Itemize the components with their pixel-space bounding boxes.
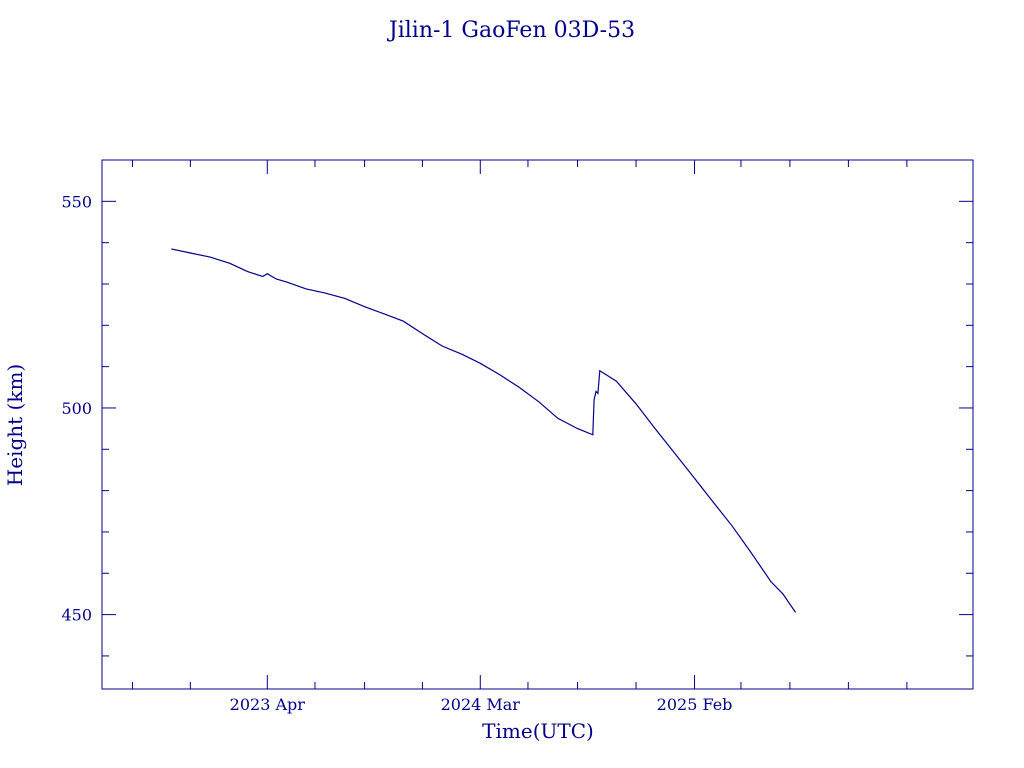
x-axis-label: Time(UTC) — [482, 719, 594, 743]
y-tick-label: 500 — [61, 399, 92, 418]
tick-label-layer: 2023 Apr 2024 Mar 2025 Feb 450 500 550 — [61, 192, 732, 714]
y-tick-label: 550 — [61, 192, 92, 211]
y-axis-label: Height (km) — [3, 364, 27, 486]
height-series-line — [171, 248, 797, 613]
x-tick-label: 2024 Mar — [441, 695, 521, 714]
x-tick-label: 2023 Apr — [230, 695, 306, 714]
plot-frame — [101, 159, 974, 690]
x-tick-label: 2025 Feb — [657, 695, 733, 714]
y-tick-label: 450 — [61, 606, 92, 625]
tick-layer — [102, 160, 973, 689]
chart-title: Jilin-1 GaoFen 03D-53 — [387, 18, 635, 43]
